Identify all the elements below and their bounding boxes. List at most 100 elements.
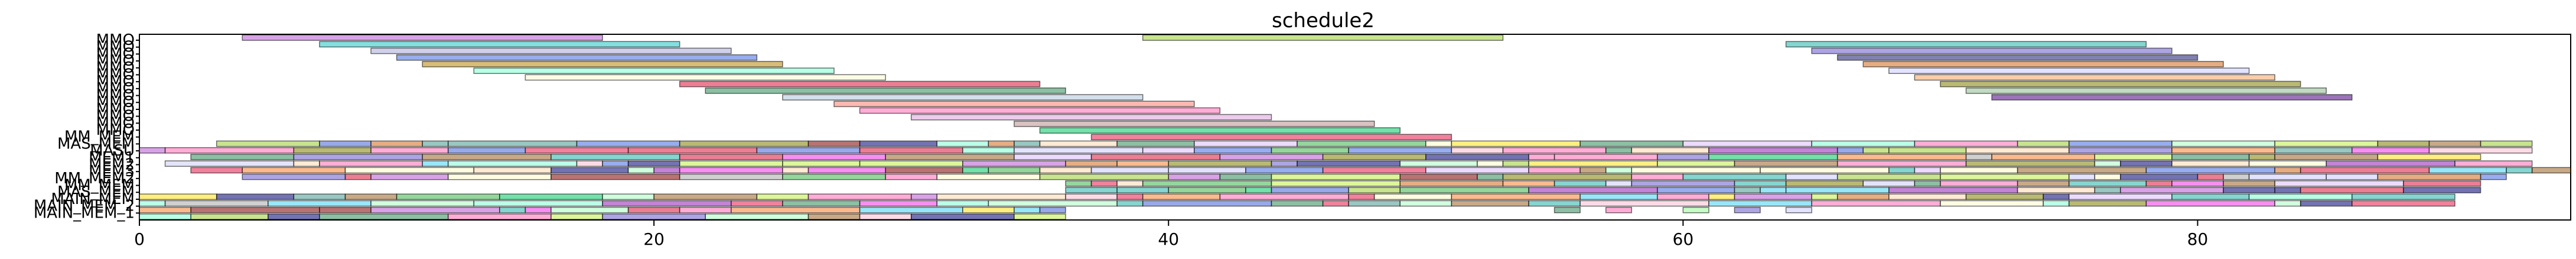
task-bar: [1399, 180, 1504, 187]
x-tick-label: 20: [643, 229, 665, 249]
task-bar: [1657, 193, 1709, 200]
task-bar: [1477, 160, 1504, 167]
task-bar: [1580, 140, 1684, 147]
task-bar: [2274, 200, 2301, 207]
y-tick-label: MEM2: [89, 156, 135, 173]
task-bar: [731, 206, 861, 213]
task-bar: [807, 193, 912, 200]
task-bar: [2171, 160, 2250, 167]
task-bar: [422, 160, 449, 167]
y-tick-label: MMO: [96, 121, 135, 139]
task-bar: [344, 173, 372, 180]
task-bar: [396, 193, 500, 200]
task-bar: [885, 154, 1015, 160]
task-bar: [1760, 187, 1787, 193]
task-bar: [1554, 180, 1607, 187]
task-bar: [293, 160, 320, 167]
task-bar: [1734, 160, 1838, 167]
task-bar: [859, 140, 937, 147]
task-bar: [2274, 167, 2301, 174]
task-bar: [807, 213, 861, 220]
task-bar: [2403, 187, 2481, 193]
task-bar: [422, 61, 783, 67]
task-bar: [679, 206, 732, 213]
task-bar: [2094, 160, 2121, 167]
task-bar: [2043, 193, 2070, 200]
task-bar: [962, 160, 1066, 167]
task-bar: [1811, 200, 1941, 207]
task-bar: [859, 213, 912, 220]
task-bar: [216, 193, 295, 200]
y-tick-label: MAIN_MEM: [51, 190, 135, 208]
task-bar: [2248, 160, 2327, 167]
task-bar: [1142, 180, 1272, 187]
task-bar: [1090, 167, 1169, 174]
task-bar: [2043, 200, 2070, 207]
task-bar: [2171, 193, 2250, 200]
y-tick-label: MM_MEM: [64, 177, 135, 195]
task-bar: [679, 173, 783, 180]
y-tick-label: MMO: [96, 101, 135, 118]
task-bar: [2248, 193, 2353, 200]
task-bar: [2068, 173, 2095, 180]
task-bar: [1785, 173, 1838, 180]
task-bar: [2068, 147, 2173, 154]
y-tick-label: MMO: [96, 108, 135, 125]
task-bar: [1322, 167, 1427, 174]
chart-title: schedule2: [1272, 9, 1375, 33]
task-bar: [1373, 193, 1453, 200]
task-bar: [447, 160, 578, 167]
task-bar: [139, 193, 217, 200]
task-bar: [396, 54, 758, 61]
task-bar: [2326, 160, 2455, 167]
task-bar: [1297, 140, 1427, 147]
task-bar: [1116, 200, 1144, 207]
task-bar: [1965, 154, 1992, 160]
task-bar: [2068, 193, 2173, 200]
task-bar: [1065, 180, 1092, 187]
task-bar: [1502, 147, 1607, 154]
task-bar: [164, 147, 295, 154]
task-bar: [1271, 160, 1298, 167]
task-bar: [1039, 140, 1118, 147]
task-bar: [1785, 180, 1864, 187]
task-bar: [319, 41, 680, 48]
task-bar: [2506, 167, 2533, 174]
task-bar: [1039, 127, 1401, 134]
x-tick-label: 60: [1673, 229, 1694, 249]
task-bar: [1168, 187, 1246, 193]
task-bar: [1888, 187, 2018, 193]
task-bar: [679, 80, 1041, 88]
task-bar: [782, 200, 861, 207]
task-bar: [447, 213, 552, 220]
task-bar: [1708, 147, 1838, 154]
task-bar: [2120, 160, 2173, 167]
task-bar: [1528, 167, 1581, 174]
task-bar: [1168, 173, 1221, 180]
task-bar: [1528, 187, 1658, 193]
task-bar: [1014, 154, 1092, 160]
task-bar: [859, 107, 1221, 114]
task-bar: [1271, 173, 1401, 180]
task-bar: [679, 154, 783, 160]
task-bar: [1605, 147, 1632, 154]
y-tick-label: MMO: [96, 114, 135, 132]
task-bar: [1425, 140, 1453, 147]
task-bar: [1399, 160, 1478, 167]
task-bar: [1940, 180, 2018, 187]
task-bar: [190, 167, 243, 174]
task-bar: [1348, 187, 1401, 193]
task-bar: [190, 206, 320, 213]
task-bar: [1682, 206, 1709, 213]
task-bar: [1888, 193, 1967, 200]
task-bar: [2480, 173, 2507, 180]
task-bar: [2017, 180, 2070, 187]
task-bar: [910, 193, 937, 200]
task-bar: [1271, 180, 1401, 187]
task-bar: [1502, 173, 1632, 180]
task-bar: [242, 34, 603, 41]
task-bar: [473, 200, 603, 207]
task-bar: [2326, 173, 2379, 180]
y-tick-label: MAIN_MEM_2: [34, 198, 135, 215]
task-bar: [499, 193, 603, 200]
